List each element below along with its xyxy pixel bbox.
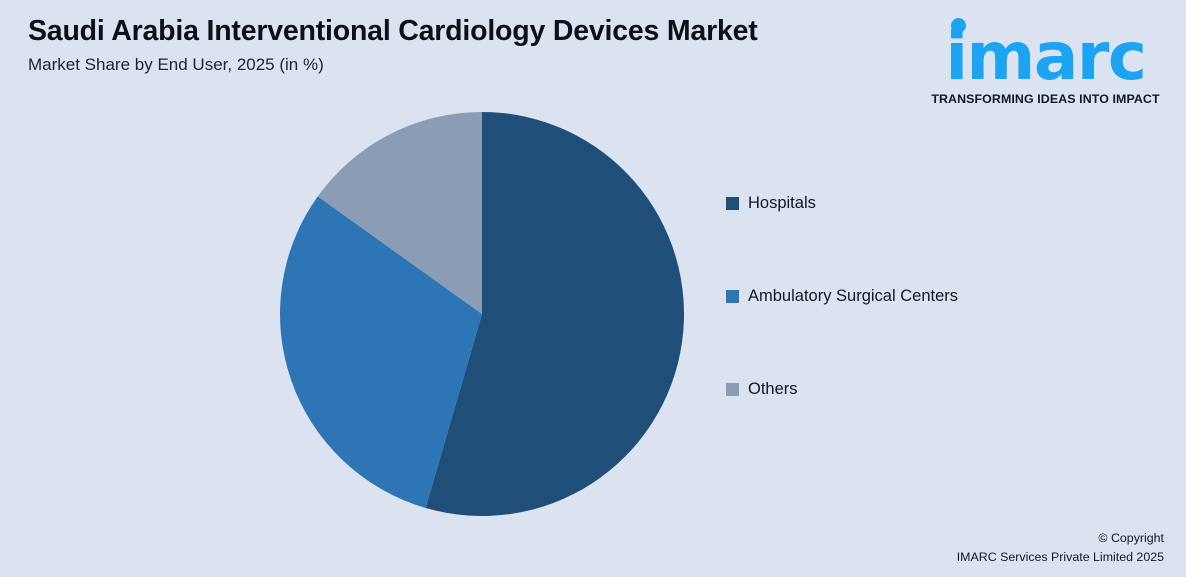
legend-swatch-icon [726, 290, 739, 303]
legend-label: Ambulatory Surgical Centers [748, 287, 959, 306]
pie-slice[interactable] [425, 112, 684, 516]
copyright-line-2: IMARC Services Private Limited 2025 [956, 549, 1164, 564]
legend-item-others[interactable]: Others [726, 366, 1166, 413]
copyright-footer: © Copyright IMARC Services Private Limit… [957, 529, 1164, 567]
logo-wordmark-text: imarc [945, 18, 1147, 95]
page-title: Saudi Arabia Interventional Cardiology D… [28, 15, 758, 47]
pie-chart [279, 111, 684, 516]
logo-dot-icon [951, 18, 966, 33]
pie-slice[interactable] [317, 111, 482, 314]
pie-slice[interactable] [279, 196, 482, 508]
imarc-logo: imarc TRANSFORMING IDEAS INTO IMPACT [923, 10, 1168, 110]
legend-label: Others [748, 380, 798, 399]
chart-header: Saudi Arabia Interventional Cardiology D… [28, 14, 928, 76]
pie-chart-area [279, 111, 684, 516]
legend-item-hospitals[interactable]: Hospitals [726, 180, 1166, 227]
logo-wordmark-wrap: imarc [923, 10, 1168, 90]
pie-slice-group [279, 111, 684, 516]
legend-swatch-icon [726, 197, 739, 210]
chart-subtitle: Market Share by End User, 2025 (in %) [28, 55, 324, 75]
copyright-line-1: © Copyright [1098, 530, 1164, 545]
legend-item-ambulatory-surgical-centers[interactable]: Ambulatory Surgical Centers [726, 273, 1166, 320]
legend-label: Hospitals [748, 194, 816, 213]
legend-swatch-icon [726, 383, 739, 396]
chart-legend: Hospitals Ambulatory Surgical Centers Ot… [726, 180, 1166, 459]
logo-tagline: TRANSFORMING IDEAS INTO IMPACT [931, 92, 1160, 106]
